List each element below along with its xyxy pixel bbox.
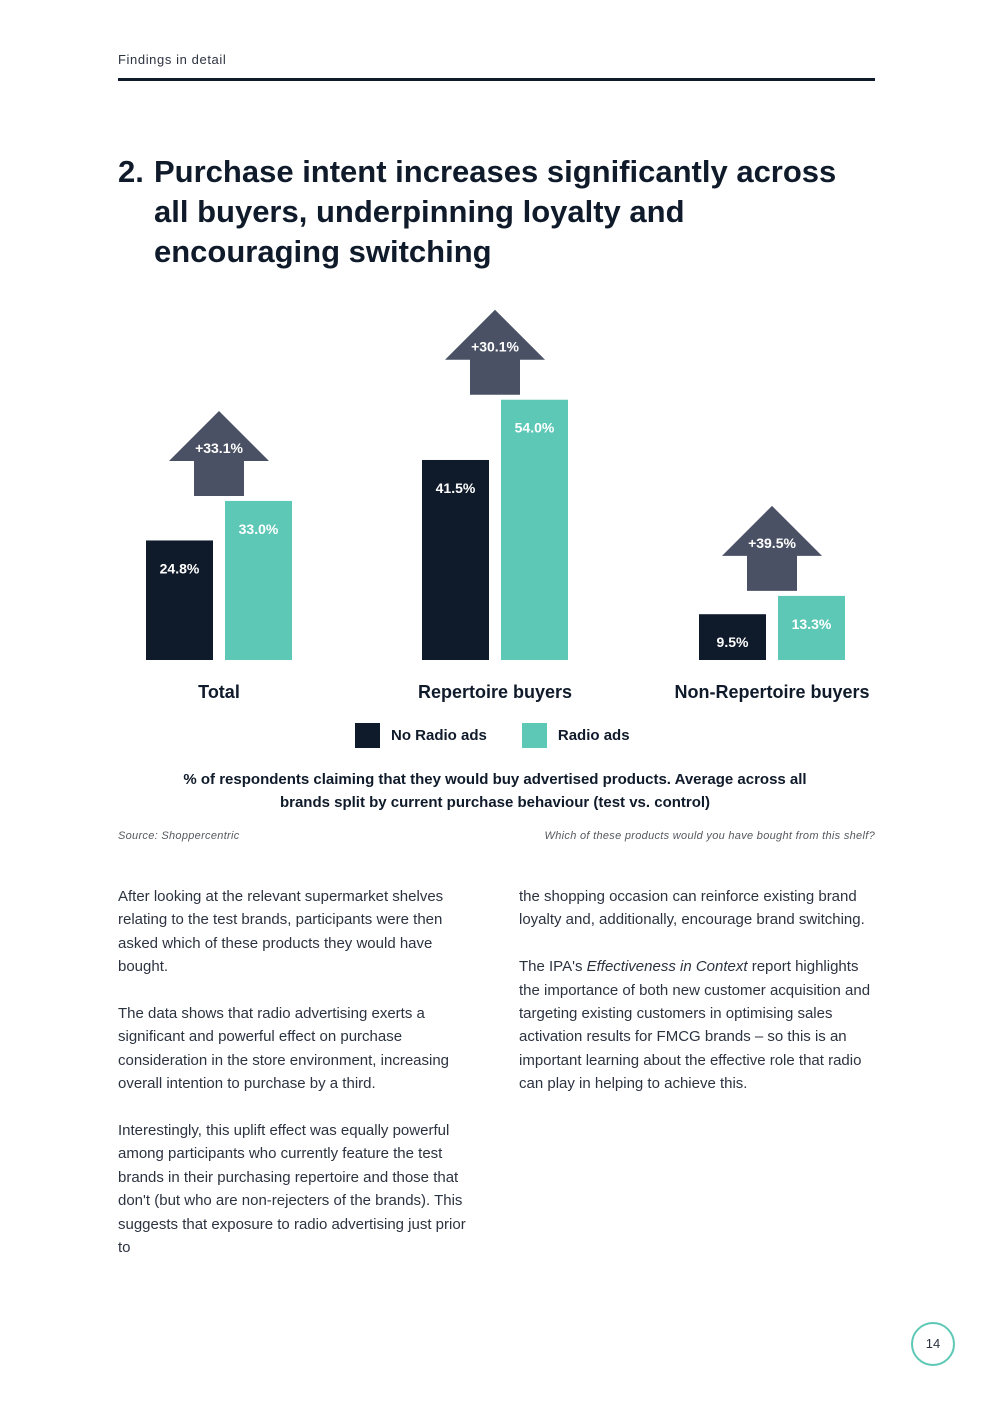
bar-value-label: 9.5% bbox=[717, 634, 749, 650]
category-label: Non-Repertoire buyers bbox=[674, 682, 869, 702]
bar-value-label: 33.0% bbox=[239, 521, 279, 537]
body-column-right: the shopping occasion can reinforce exis… bbox=[519, 885, 879, 1119]
category-label: Total bbox=[198, 682, 240, 702]
category-label: Repertoire buyers bbox=[418, 682, 572, 702]
body-paragraph: Interestingly, this uplift effect was eq… bbox=[118, 1122, 466, 1257]
bar-value-label: 24.8% bbox=[160, 560, 200, 576]
bar-radio bbox=[778, 595, 845, 660]
body-paragraph: The IPA's Effectiveness in Context repor… bbox=[519, 955, 879, 1095]
page-heading: 2. Purchase intent increases significant… bbox=[118, 152, 878, 272]
chart-caption: % of respondents claiming that they woul… bbox=[183, 771, 807, 811]
section-label: Findings in detail bbox=[118, 52, 227, 67]
report-title: Effectiveness in Context bbox=[586, 958, 748, 976]
survey-question: Which of these products would you have b… bbox=[544, 830, 875, 842]
bar-radio bbox=[225, 500, 292, 660]
legend-item-radio: Radio ads bbox=[521, 723, 630, 748]
heading-title: Purchase intent increases significantly … bbox=[154, 154, 837, 269]
body-text: The IPA's bbox=[519, 958, 587, 976]
body-paragraph: The data shows that radio advertising ex… bbox=[118, 1005, 450, 1093]
legend-swatch-radio bbox=[521, 723, 547, 748]
legend-label-radio: Radio ads bbox=[557, 727, 630, 744]
body-paragraph: the shopping occasion can reinforce exis… bbox=[519, 888, 865, 929]
uplift-label: +33.1% bbox=[195, 440, 243, 456]
body-paragraph: After looking at the relevant supermarke… bbox=[118, 888, 444, 976]
bar-radio bbox=[501, 399, 568, 660]
source-note: Source: Shoppercentric bbox=[118, 830, 240, 842]
bar-value-label: 13.3% bbox=[792, 616, 832, 632]
page-number: 14 bbox=[911, 1322, 955, 1366]
bar-value-label: 54.0% bbox=[515, 420, 555, 436]
uplift-arrow bbox=[169, 410, 269, 496]
uplift-label: +39.5% bbox=[748, 535, 796, 551]
header-rule bbox=[118, 78, 875, 81]
chart-legend: No Radio ads Radio ads bbox=[355, 723, 665, 748]
uplift-arrow bbox=[445, 309, 545, 395]
uplift-arrow bbox=[722, 505, 822, 591]
heading-number: 2. bbox=[118, 154, 144, 189]
uplift-label: +30.1% bbox=[471, 339, 519, 355]
purchase-intent-chart: 24.8% 33.0% +33.1% Total 41.5% 54.0% +30.1% Rep… bbox=[146, 309, 870, 702]
bar-no-radio bbox=[422, 459, 489, 660]
bar-value-label: 41.5% bbox=[436, 480, 476, 496]
bar-no-radio bbox=[699, 614, 766, 660]
legend-swatch-no-radio bbox=[355, 723, 380, 748]
legend-label-no-radio: No Radio ads bbox=[391, 727, 487, 744]
legend-item-no-radio: No Radio ads bbox=[355, 723, 487, 748]
body-text: report highlights the importance of both… bbox=[519, 958, 871, 1093]
bar-no-radio bbox=[146, 540, 213, 660]
body-column-left: After looking at the relevant supermarke… bbox=[118, 885, 468, 1283]
